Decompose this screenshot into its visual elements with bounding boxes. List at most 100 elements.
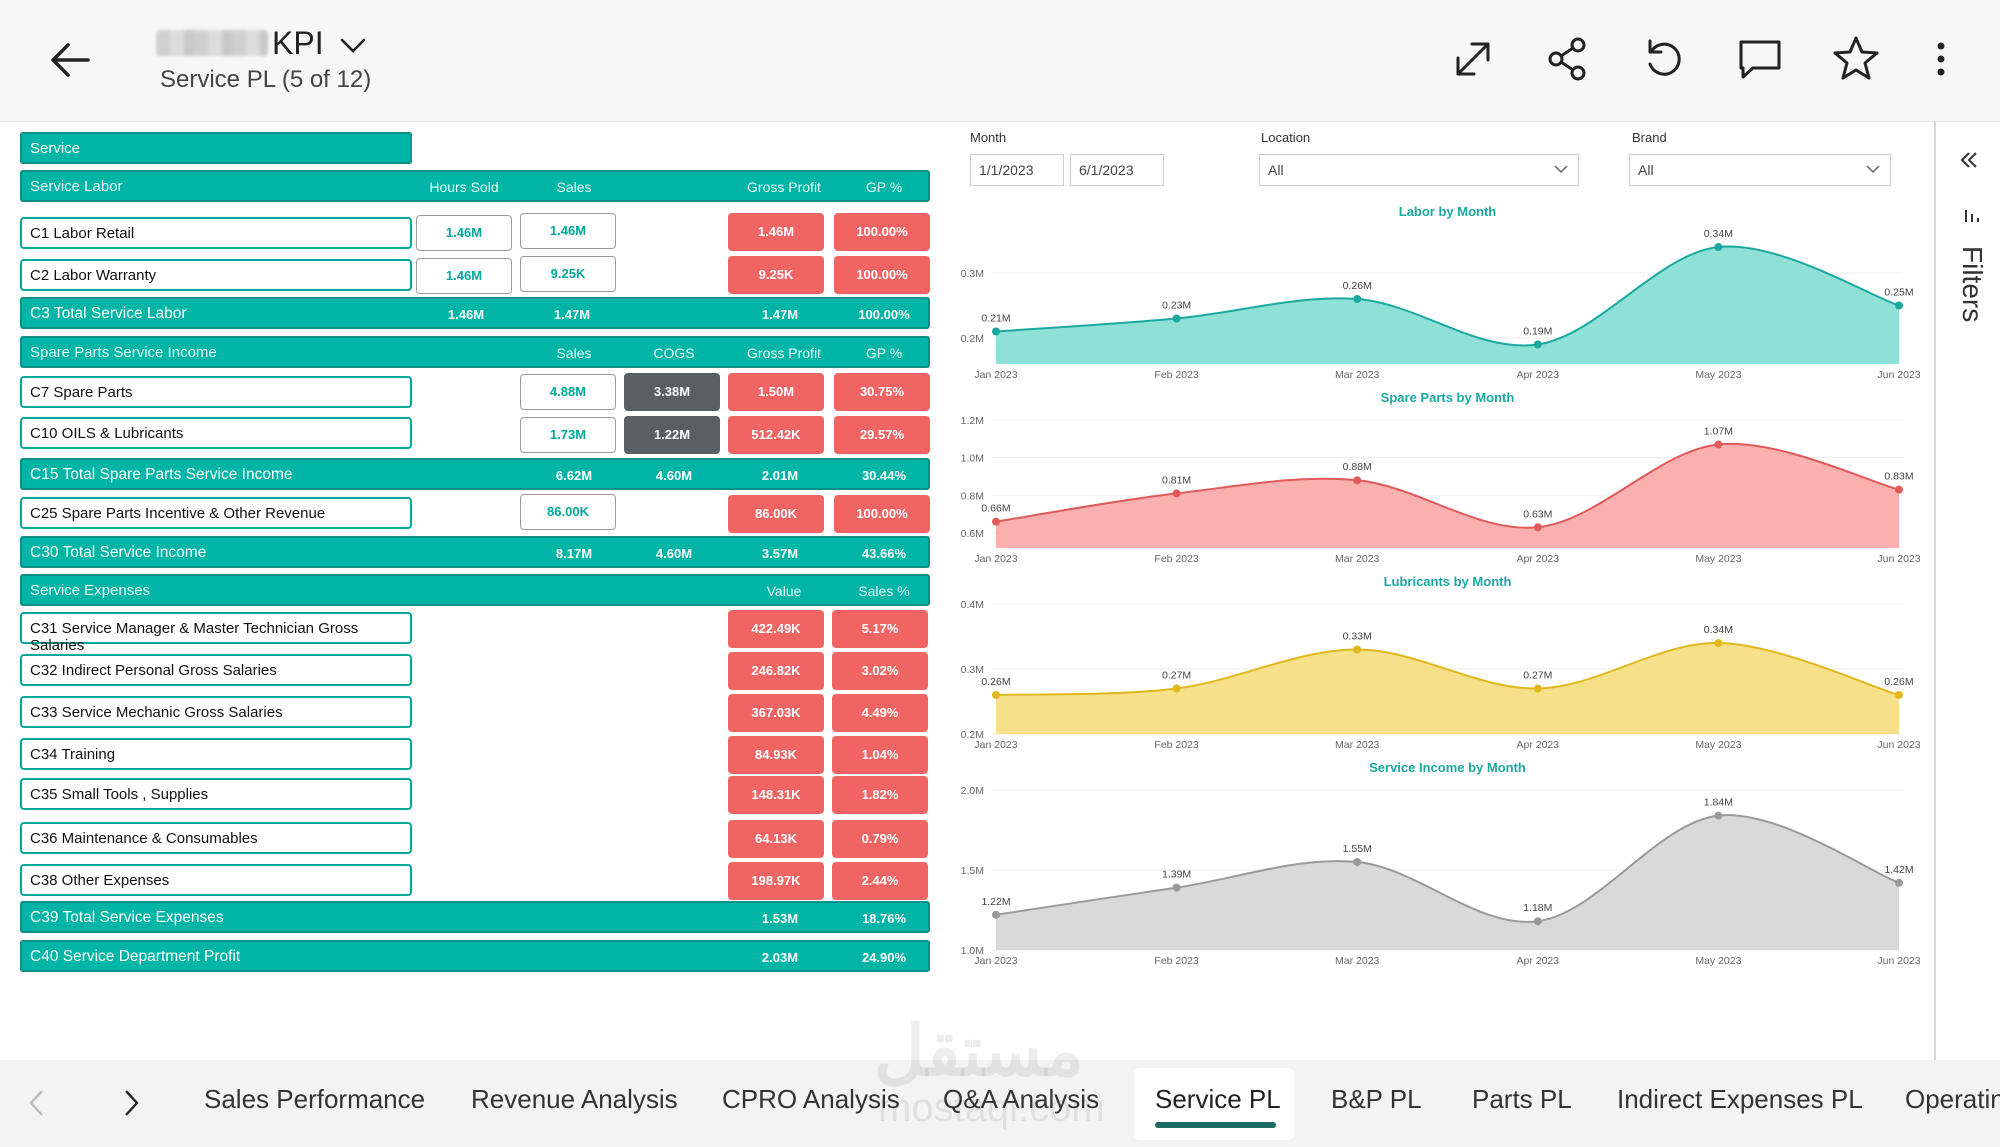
tab-operating[interactable]: Operatin — [1905, 1084, 2000, 1114]
service-income-by-month-chart: Service Income by Month 1.0M 1.5M 2.0M 1.22M… — [961, 760, 1921, 967]
row-label-c34: C34 Training — [20, 738, 412, 770]
c30-gp-pct: 43.66% — [861, 546, 907, 561]
back-arrow-icon[interactable] — [44, 30, 104, 90]
c15-gross-profit: 2.01M — [761, 468, 799, 483]
spare-parts-by-month-x-tick: Jun 2023 — [1877, 553, 1920, 565]
row-label-c35: C35 Small Tools , Supplies — [20, 778, 412, 810]
c10-sales: 1.73M — [520, 417, 616, 453]
service-income-by-month-x-tick: Feb 2023 — [1154, 955, 1199, 967]
chevron-down-icon[interactable] — [336, 30, 370, 60]
tab-revenue-analysis[interactable]: Revenue Analysis — [471, 1084, 678, 1114]
spare-parts-by-month-x-tick: Apr 2023 — [1516, 553, 1559, 565]
lubricants-by-month-point — [1895, 691, 1903, 699]
active-tab-indicator — [1155, 1122, 1276, 1128]
location-dropdown[interactable]: All — [1259, 154, 1579, 186]
c38-value: 198.97K — [728, 862, 824, 900]
lubricants-by-month-area — [996, 642, 1899, 734]
labor-by-month-point — [992, 327, 1000, 336]
col-hours-sold: Hours Sold — [429, 179, 499, 195]
c39-total-row: C39 Total Service Expenses 1.53M 18.76% — [20, 901, 930, 933]
c35-pct: 1.82% — [832, 776, 928, 814]
filters-pane[interactable] — [1934, 122, 2000, 1060]
c1-hours: 1.46M — [416, 215, 512, 251]
tab-bp-pl[interactable]: B&P PL — [1331, 1084, 1422, 1114]
tab-qa-analysis[interactable]: Q&A Analysis — [943, 1084, 1100, 1114]
c15-gp-pct: 30.44% — [861, 468, 907, 483]
service-income-by-month-x-tick: Jan 2023 — [974, 955, 1017, 967]
spare-parts-by-month-point — [1895, 485, 1903, 494]
c3-total-row: C3 Total Service Labor 1.46M 1.47M 1.47M… — [20, 297, 930, 329]
c15-cogs: 4.60M — [655, 468, 693, 483]
row-label: C7 Spare Parts — [30, 384, 133, 401]
comment-icon[interactable] — [1733, 32, 1787, 86]
service-income-by-month-data-label: 1.84M — [1704, 797, 1733, 809]
c38-pct: 2.44% — [832, 862, 928, 900]
service-income-by-month-y-tick: 2.0M — [961, 785, 984, 797]
chevron-down-icon — [1554, 165, 1568, 174]
c1-gross-profit: 1.46M — [728, 213, 824, 251]
tab-indirect-expenses-pl[interactable]: Indirect Expenses PL — [1617, 1084, 1863, 1114]
c36-pct: 0.79% — [832, 820, 928, 858]
labor-by-month-x-tick: Apr 2023 — [1516, 369, 1559, 381]
row-label: C38 Other Expenses — [30, 872, 170, 889]
lubricants-by-month-y-tick: 0.3M — [961, 664, 984, 676]
service-income-by-month-point — [1895, 878, 1903, 887]
filters-label[interactable]: Filters — [1957, 246, 1988, 323]
spare-parts-by-month-chart: Spare Parts by Month 0.6M 0.8M 1.0M 1.2M 0.66… — [961, 390, 1921, 565]
next-page-icon[interactable] — [120, 1088, 142, 1118]
spare-parts-by-month-data-label: 0.66M — [981, 503, 1010, 515]
spare-parts-by-month-data-label: 0.83M — [1884, 471, 1913, 483]
c31-pct: 5.17% — [832, 610, 928, 648]
service-income-by-month-point — [992, 910, 1000, 919]
watermark-url: mostaql.com — [878, 1086, 1105, 1130]
refresh-icon[interactable] — [1637, 32, 1691, 86]
c31-value: 422.49K — [728, 610, 824, 648]
tab-service-pl[interactable]: Service PL — [1155, 1084, 1281, 1114]
labor-by-month-x-tick: Mar 2023 — [1335, 369, 1380, 381]
month-to-input[interactable]: 6/1/2023 — [1070, 154, 1164, 186]
service-income-by-month-y-tick: 1.5M — [961, 865, 984, 877]
collapse-chevrons-icon[interactable] — [1955, 148, 1983, 172]
tab-cpro-analysis[interactable]: CPRO Analysis — [722, 1084, 900, 1114]
share-icon[interactable] — [1542, 32, 1596, 86]
expand-icon[interactable] — [1446, 32, 1500, 86]
service-header-label: Service — [30, 140, 81, 157]
c33-pct: 4.49% — [832, 694, 928, 732]
service-income-by-month-data-label: 1.55M — [1343, 843, 1372, 855]
expenses-section-title: Service Expenses — [30, 582, 151, 599]
page-subtitle: Service PL (5 of 12) — [160, 66, 372, 93]
spare-parts-by-month-y-tick: 0.8M — [961, 490, 984, 502]
labor-by-month-x-tick: Jun 2023 — [1877, 369, 1920, 381]
row-label: C35 Small Tools , Supplies — [30, 786, 209, 803]
labor-by-month-point — [1353, 295, 1362, 303]
month-from-input[interactable]: 1/1/2023 — [970, 154, 1064, 186]
tab-parts-pl[interactable]: Parts PL — [1472, 1084, 1572, 1114]
lubricants-by-month-data-label: 0.33M — [1343, 631, 1372, 643]
labor-by-month-y-tick: 0.3M — [961, 268, 984, 280]
row-label-c1: C1 Labor Retail — [20, 217, 412, 249]
row-label-c38: C38 Other Expenses — [20, 864, 412, 896]
labor-by-month-x-tick: May 2023 — [1695, 369, 1741, 381]
c3-gp-pct: 100.00% — [858, 307, 910, 322]
lubricants-by-month-data-label: 0.26M — [1884, 676, 1913, 688]
row-label-c10: C10 OILS & Lubricants — [20, 417, 412, 449]
service-income-by-month-x-tick: May 2023 — [1695, 955, 1741, 967]
tab-sales-performance[interactable]: Sales Performance — [204, 1084, 426, 1114]
c30-cogs: 4.60M — [655, 546, 693, 561]
lubricants-by-month-data-label: 0.34M — [1704, 624, 1733, 636]
c25-gp-pct: 100.00% — [834, 495, 930, 533]
c1-sales: 1.46M — [520, 213, 616, 249]
service-income-by-month-point — [1353, 858, 1362, 866]
more-options-icon[interactable] — [1926, 32, 1956, 86]
page-tab-bar: Sales Performance Revenue Analysis CPRO … — [0, 1060, 2000, 1147]
c30-sales: 8.17M — [555, 546, 593, 561]
labor-by-month-data-label: 0.19M — [1523, 326, 1552, 338]
service-income-by-month-title: Service Income by Month — [1369, 760, 1526, 775]
spare-parts-by-month-area — [996, 443, 1899, 548]
star-icon[interactable] — [1829, 32, 1883, 86]
labor-by-month-x-tick: Feb 2023 — [1154, 369, 1199, 381]
prev-page-icon[interactable] — [26, 1088, 48, 1118]
brand-dropdown[interactable]: All — [1629, 154, 1891, 186]
col-sales: Sales — [556, 345, 592, 361]
labor-by-month-data-label: 0.26M — [1343, 280, 1372, 292]
